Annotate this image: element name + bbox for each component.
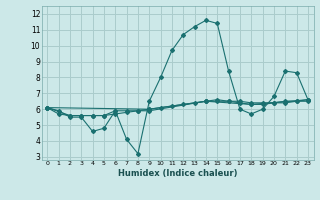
X-axis label: Humidex (Indice chaleur): Humidex (Indice chaleur) [118, 169, 237, 178]
